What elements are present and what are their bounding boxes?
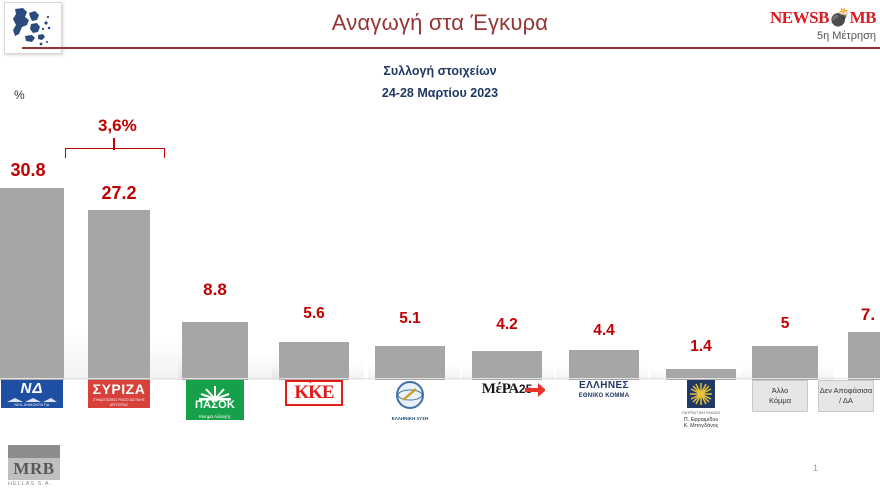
bar-chart-plot: 30.8 27.2 8.8 5.6 5.1 4.2 4.4 1.4 5 7. 3… [0,100,880,380]
patriotiki-caption-line2: Π. Εφραιμίδου [683,416,719,423]
newsbomb-text-part1: NEWSB [770,8,829,27]
kke-logo-icon: ΚΚΕ [285,380,343,406]
page-title: Αναγωγή στα Έγκυρα [331,10,549,35]
difference-bracket-stem [113,138,115,150]
measurement-label: 5η Μέτρηση [817,30,876,42]
red-arrow-icon [525,383,545,397]
mrb-logo-sub: HELLAS S.A. [8,481,53,487]
elliniki-lysi-logo-icon: ΕΛΛΗΝΙΚΗ ΛΥΣΗ [382,380,438,422]
header-divider [22,47,880,49]
bomb-icon: 💣 [828,8,850,27]
newsbomb-logo: NEWSB💣MB 5η Μέτρηση [770,8,876,42]
allo-komma-line2: Κόμμα [768,396,792,405]
bar-den-apofasisa[interactable] [848,332,880,380]
pasok-logo-icon: ΠΑΣΟΚ Κίνημα Αλλαγής [186,380,244,420]
mrb-logo: MRB HELLAS S.A. [8,445,60,487]
patriotiki-caption: ΠΑΤΡΙΩΤΙΚΗ ΕΝΩΣΗ Π. Εφραιμίδου Κ. Μπογδά… [665,410,737,430]
category-pasok[interactable]: ΠΑΣΟΚ Κίνημα Αλλαγής [182,380,248,425]
syriza-logo-sub: ΣΥΝΑΣΠΙΣΜΟΣ ΡΙΖΟΣΠΑΣΤΙΚΗΣ ΑΡΙΣΤΕΡΑΣ [93,398,145,407]
difference-bracket-label: 3,6% [98,116,137,135]
y-axis-unit-label: % [14,88,25,102]
bar-pasok[interactable] [182,322,248,380]
vergina-sun-icon [687,380,715,408]
value-label-allo-komma: 5 [780,315,790,332]
mrb-logo-word: MRB [13,459,55,478]
mrb-logo-wordbox: MRB [8,458,60,480]
allo-komma-label: Άλλο Κόμμα [769,386,791,406]
newsbomb-text-part2: MB [849,8,877,27]
value-label-kke: 5.6 [303,305,325,322]
value-label-elliniki-lysi: 5.1 [399,310,421,327]
pasok-logo-mark: ΠΑΣΟΚ [195,399,235,411]
ellines-logo-sub: ΕΘΝΙΚΟ ΚΟΜΜΑ [578,393,630,399]
category-ellines[interactable]: ΕΛΛΗΝΕΣ ΕΘΝΙΚΟ ΚΟΜΜΑ [566,380,642,409]
newsbomb-wordmark: NEWSB💣MB [770,8,876,28]
nd-logo-icon: ΝΔ ΝΕΑ ΔΗΜΟΚΡΑΤΙΑ [1,380,63,408]
value-label-den-apofasisa: 7. [860,305,876,324]
den-apofasisa-label-box: Δεν Αποφάσισα / ΔΑ [818,380,874,412]
allo-komma-line1: Άλλο [771,386,789,395]
den-apofasisa-line1: Δεν Αποφάσισα [819,386,873,395]
ellines-logo-mark: ΕΛΛΗΝΕΣ [579,380,629,391]
category-den-apofasisa[interactable]: Δεν Αποφάσισα / ΔΑ [818,380,880,412]
category-kke[interactable]: ΚΚΕ [279,380,349,411]
value-label-syriza: 27.2 [101,183,137,203]
category-nd[interactable]: ΝΔ ΝΕΑ ΔΗΜΟΚΡΑΤΙΑ [0,380,64,413]
chart-baseline [0,378,880,379]
mrb-logo-bar [8,445,60,458]
pasok-logo-sub: Κίνημα Αλλαγής [199,414,231,419]
bar-mera25[interactable] [472,351,542,380]
subtitle-line-1: Συλλογή στοιχείων [383,64,497,78]
pasok-sun-icon [199,386,231,401]
mera25-logo-icon: ΜέΡΑ25 [469,380,545,406]
patriotiki-caption-line3: Κ. Μπογδάνος [683,423,719,429]
value-label-nd: 30.8 [10,160,46,180]
value-label-patriotiki: 1.4 [690,338,712,355]
bar-elliniki-lysi[interactable] [375,346,445,380]
category-mera25[interactable]: ΜέΡΑ25 [464,380,550,411]
elliniki-lysi-logo-sub: ΕΛΛΗΝΙΚΗ ΛΥΣΗ [391,416,429,421]
subtitle-line-2: 24-28 Μαρτίου 2023 [381,86,499,100]
allo-komma-label-box: Άλλο Κόμμα [752,380,808,412]
bar-allo-komma[interactable] [752,346,818,380]
patriotiki-caption-line1: ΠΑΤΡΙΩΤΙΚΗ ΕΝΩΣΗ [681,410,721,415]
bar-patriotiki[interactable] [666,369,736,380]
bar-nd[interactable] [0,188,64,380]
bar-kke[interactable] [279,342,349,380]
nd-logo-mark: ΝΔ [20,380,44,397]
category-syriza[interactable]: ΣΥΡΙΖΑ ΣΥΝΑΣΠΙΣΜΟΣ ΡΙΖΟΣΠΑΣΤΙΚΗΣ ΑΡΙΣΤΕΡ… [88,380,150,413]
category-elliniki-lysi[interactable]: ΕΛΛΗΝΙΚΗ ΛΥΣΗ [375,380,445,427]
value-label-ellines: 4.4 [593,322,615,339]
difference-bracket [65,148,165,158]
bar-syriza[interactable] [88,210,150,380]
mera25-logo-mark: ΜέΡΑ [481,381,519,397]
greece-map-icon [4,2,62,54]
kke-logo-mark: ΚΚΕ [294,382,334,403]
category-patriotiki[interactable]: ΠΑΤΡΙΩΤΙΚΗ ΕΝΩΣΗ Π. Εφραιμίδου Κ. Μπογδά… [648,380,754,441]
kke-hammer-sickle-icon [309,382,312,384]
syriza-logo-icon: ΣΥΡΙΖΑ ΣΥΝΑΣΠΙΣΜΟΣ ΡΙΖΟΣΠΑΣΤΙΚΗΣ ΑΡΙΣΤΕΡ… [88,380,150,408]
den-apofasisa-line2: / ΔΑ [839,396,853,405]
nd-logo-sub: ΝΕΑ ΔΗΜΟΚΡΑΤΙΑ [14,403,50,407]
category-allo-komma[interactable]: Άλλο Κόμμα [752,380,818,412]
den-apofasisa-label: Δεν Αποφάσισα / ΔΑ [820,386,872,406]
value-label-pasok: 8.8 [203,280,227,299]
patriotiki-logo-icon: ΠΑΤΡΙΩΤΙΚΗ ΕΝΩΣΗ Π. Εφραιμίδου Κ. Μπογδά… [665,380,737,436]
ellines-logo-icon: ΕΛΛΗΝΕΣ ΕΘΝΙΚΟ ΚΟΜΜΑ [568,380,640,404]
bar-ellines[interactable] [569,350,639,380]
value-label-mera25: 4.2 [496,316,518,333]
syriza-logo-mark: ΣΥΡΙΖΑ [92,381,146,397]
page-number: 1 [812,463,818,473]
